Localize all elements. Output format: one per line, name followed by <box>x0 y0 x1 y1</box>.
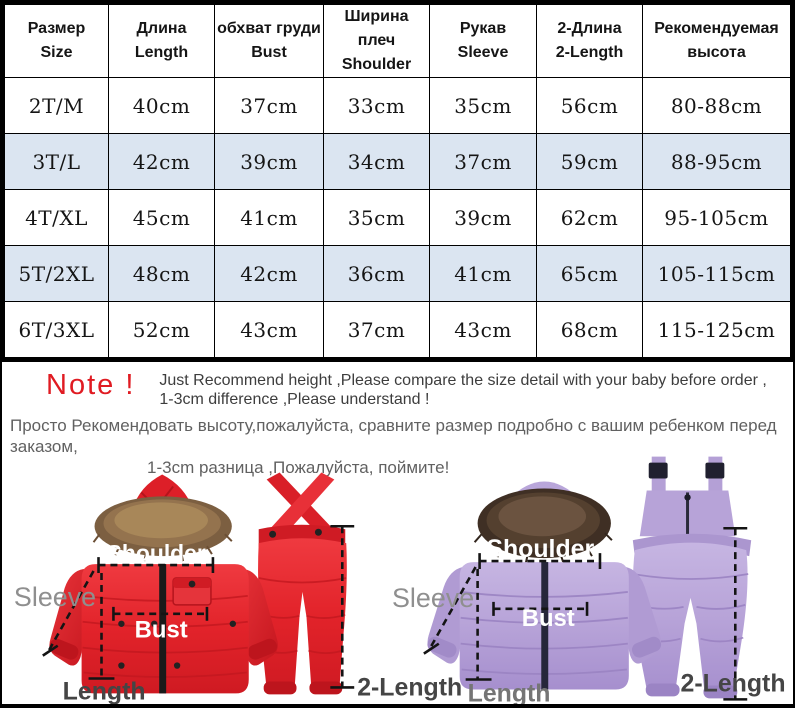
cell-height: 105-115cm <box>642 245 793 302</box>
purple-fur-hood <box>473 488 613 566</box>
note-english-line2: 1-3cm difference ,Please understand ! <box>159 391 430 408</box>
col-header-height: Рекомендуемая высота <box>642 2 793 78</box>
cell-shoulder: 35cm <box>323 189 430 246</box>
red-chest-pocket <box>172 577 212 606</box>
length-label-purple: Length <box>468 679 551 704</box>
cell-length: 45cm <box>108 189 215 246</box>
cell-2length: 59cm <box>536 133 643 190</box>
purple-snowsuit-set: Shoulder Sleeve Bust Length 2-Length <box>392 456 786 704</box>
sleeve-label-purple: Sleeve <box>392 583 474 613</box>
length-label-red: Length <box>63 677 146 704</box>
note-english-line1: Just Recommend height ,Please compare th… <box>159 372 767 389</box>
note-section: Note ! Just Recommend height ,Please com… <box>2 362 793 478</box>
table-row: 6T/3XL 52cm 43cm 37cm 43cm 68cm 115-125c… <box>2 301 793 360</box>
table-row: 3T/L 42cm 39cm 34cm 37cm 59cm 88-95cm <box>2 133 793 190</box>
cell-2length: 56cm <box>536 77 643 134</box>
cell-height: 95-105cm <box>642 189 793 246</box>
bust-label-red: Bust <box>135 617 188 644</box>
note-title: Note ! <box>46 369 136 401</box>
table-row: 2T/M 40cm 37cm 33cm 35cm 56cm 80-88cm <box>2 77 793 134</box>
red-overalls <box>258 472 347 695</box>
cell-sleeve: 39cm <box>429 189 537 246</box>
header-row: Размер Size Длина Length обхват груди Bust … <box>2 2 793 78</box>
cell-height: 80-88cm <box>642 77 793 134</box>
cell-sleeve: 43cm <box>429 301 537 360</box>
bust-label-purple: Bust <box>522 605 575 632</box>
cell-length: 40cm <box>108 77 215 134</box>
red-jacket <box>49 474 278 694</box>
cell-length: 42cm <box>108 133 215 190</box>
cell-bust: 39cm <box>214 133 324 190</box>
cell-shoulder: 37cm <box>323 301 430 360</box>
cell-bust: 43cm <box>214 301 324 360</box>
col-header-bust: обхват груди Bust <box>214 2 324 78</box>
shoulder-label-red: Shoulder <box>107 540 206 566</box>
cell-shoulder: 36cm <box>323 245 430 302</box>
cell-height: 115-125cm <box>642 301 793 360</box>
cell-2length: 62cm <box>536 189 643 246</box>
cell-sleeve: 41cm <box>429 245 537 302</box>
cell-shoulder: 33cm <box>323 77 430 134</box>
cell-shoulder: 34cm <box>323 133 430 190</box>
cell-size: 6T/3XL <box>2 301 109 360</box>
cell-size: 4T/XL <box>2 189 109 246</box>
col-header-length: Длина Length <box>108 2 215 78</box>
table-row: 5T/2XL 48cm 42cm 36cm 41cm 65cm 105-115c… <box>2 245 793 302</box>
cell-sleeve: 35cm <box>429 77 537 134</box>
note-russian-line1: Просто Рекомендовать высоту,пожалуйста, … <box>10 416 777 456</box>
cell-2length: 65cm <box>536 245 643 302</box>
cell-length: 52cm <box>108 301 215 360</box>
purple-overalls <box>632 456 752 699</box>
col-header-2length: 2-Длина 2-Length <box>536 2 643 78</box>
sleeve-label-red: Sleeve <box>14 582 96 612</box>
size-table: Размер Size Длина Length обхват груди Bust … <box>0 0 795 362</box>
cell-size: 5T/2XL <box>2 245 109 302</box>
cell-size: 3T/L <box>2 133 109 190</box>
purple-jacket <box>427 481 662 690</box>
red-fur-hood <box>92 496 233 562</box>
cell-bust: 42cm <box>214 245 324 302</box>
measurement-lines-purple <box>423 526 748 701</box>
two-length-label-purple: 2-Length <box>681 669 786 697</box>
cell-bust: 37cm <box>214 77 324 134</box>
cell-height: 88-95cm <box>642 133 793 190</box>
cell-length: 48cm <box>108 245 215 302</box>
cell-sleeve: 37cm <box>429 133 537 190</box>
col-header-shoulder: Ширина плеч Shoulder <box>323 2 430 78</box>
note-and-diagram-section: Note ! Just Recommend height ,Please com… <box>0 362 795 708</box>
shoulder-label-purple: Shoulder <box>486 535 594 563</box>
two-length-label-red: 2-Length <box>357 673 462 701</box>
cell-bust: 41cm <box>214 189 324 246</box>
note-russian-line2: 1-3cm разница ,Пожалуйста, поймите! <box>147 458 450 477</box>
cell-size: 2T/M <box>2 77 109 134</box>
table-row: 4T/XL 45cm 41cm 35cm 39cm 62cm 95-105cm <box>2 189 793 246</box>
cell-2length: 68cm <box>536 301 643 360</box>
measurement-diagram: Shoulder Sleeve Bust Length 2-Length <box>14 456 786 704</box>
col-header-size: Размер Size <box>2 2 109 78</box>
col-header-sleeve: Рукав Sleeve <box>429 2 537 78</box>
